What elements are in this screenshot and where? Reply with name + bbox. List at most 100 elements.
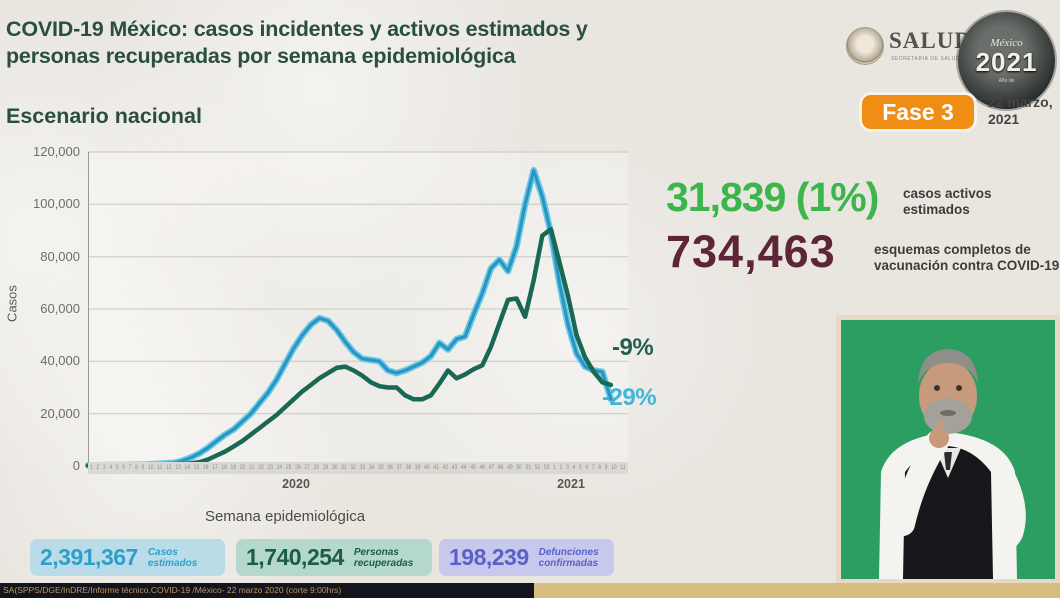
casos-estimados-label: Casos estimados <box>147 546 198 569</box>
week-tick: 42 <box>442 464 449 472</box>
week-tick: 30 <box>331 464 338 472</box>
week-tick: 15 <box>193 464 200 472</box>
x-axis-title: Semana epidemiológica <box>204 508 366 525</box>
week-tick: 52 <box>534 464 541 472</box>
week-tick: 12 <box>166 464 172 472</box>
salud-logo: SALUD <box>889 28 972 53</box>
week-tick: 37 <box>396 464 403 472</box>
week-tick: 6 <box>585 464 589 472</box>
week-tick: 10 <box>147 464 154 472</box>
week-tick: 11 <box>157 464 163 472</box>
x-axis-week-tick-band: 1 2 3 4 5 6 7 8 9 10 11 12 13 14 15 16 17 18 19 20 21 22 23 24 2… <box>88 462 628 474</box>
date-label: 22 marzo, 2021 <box>988 94 1053 127</box>
casos-estimados-value: 2,391,367 <box>40 544 138 570</box>
footer-bar: SA(SPPS/DGE/InDRE/Informe técnico.COVID-… <box>0 583 1060 598</box>
week-tick: 22 <box>258 464 264 472</box>
vaccination-value: 734,463 <box>666 226 836 277</box>
mexico-2021-tiny: Año de <box>998 78 1015 84</box>
week-tick: 29 <box>322 464 329 472</box>
week-tick: 7 <box>591 464 595 472</box>
week-tick: 19 <box>230 464 237 472</box>
week-tick: 5 <box>115 464 119 472</box>
y-tick-label: 20,000 <box>40 406 80 421</box>
vaccination-label: esquemas completos de vacunación contra … <box>874 242 1060 273</box>
sign-language-interpreter-video <box>836 315 1060 584</box>
week-tick: 36 <box>387 464 393 472</box>
week-tick: 17 <box>212 464 218 472</box>
week-tick: 26 <box>295 464 301 472</box>
defunciones-value: 198,239 <box>449 544 529 570</box>
week-tick: 14 <box>184 464 191 472</box>
page-subtitle: Escenario nacional <box>6 104 202 128</box>
week-tick: 9 <box>604 464 608 472</box>
week-tick: 40 <box>424 464 430 472</box>
y-tick-label: 100,000 <box>33 196 80 211</box>
week-tick: 4 <box>109 464 113 472</box>
x-axis-year-label: 2021 <box>557 477 585 491</box>
week-tick: 9 <box>141 464 145 472</box>
week-tick: 43 <box>451 464 458 472</box>
y-axis-title: Casos <box>4 285 20 322</box>
page-title: COVID-19 México: casos incidentes y acti… <box>6 16 588 70</box>
week-tick: 32 <box>350 464 356 472</box>
week-tick: 3 <box>566 464 569 472</box>
week-tick: 21 <box>248 464 255 472</box>
week-tick: 4 <box>572 464 576 472</box>
annotation-recovered-change: -9% <box>612 334 654 361</box>
week-tick: 41 <box>433 464 439 472</box>
week-tick: 48 <box>497 464 504 472</box>
fase-badge: Fase 3 <box>859 92 977 132</box>
week-tick: 51 <box>525 464 532 472</box>
y-tick-label: 60,000 <box>40 301 80 316</box>
week-tick: 47 <box>488 464 495 472</box>
stat-pill-defunciones-confirmadas: 198,239 Defunciones confirmadas <box>439 539 614 576</box>
source-citation: SA(SPPS/DGE/InDRE/Informe técnico.COVID-… <box>0 583 534 598</box>
week-tick: 1 <box>90 464 93 472</box>
week-tick: 53 <box>543 464 550 472</box>
x-axis-year-label: 2020 <box>282 477 310 491</box>
week-tick: 27 <box>304 464 310 472</box>
week-tick: 31 <box>341 464 347 472</box>
y-tick-label: 0 <box>72 458 80 473</box>
sign-language-interpreter <box>879 349 1026 579</box>
week-tick: 11 <box>620 464 626 472</box>
mexico-2021-year: 2021 <box>975 47 1038 77</box>
week-tick: 13 <box>175 464 181 472</box>
page-title-line1: COVID-19 México: casos incidentes y acti… <box>6 17 588 41</box>
active-cases-value: 31,839 (1%) <box>666 174 879 220</box>
week-tick: 5 <box>578 464 582 472</box>
week-tick: 34 <box>368 464 375 472</box>
week-tick: 18 <box>221 464 227 472</box>
defunciones-label: Defunciones confirmadas <box>538 546 599 569</box>
page-title-line2: personas recuperadas por semana epidemio… <box>6 44 516 68</box>
week-tick: 1 <box>553 464 556 472</box>
week-tick: 10 <box>611 464 617 472</box>
week-tick: 3 <box>102 464 106 472</box>
week-tick: 39 <box>414 464 421 472</box>
week-tick: 2 <box>96 464 100 472</box>
week-tick: 28 <box>313 464 320 472</box>
week-tick: 25 <box>285 464 292 472</box>
week-tick: 6 <box>122 464 125 472</box>
y-tick-label: 120,000 <box>33 144 80 159</box>
week-tick: 8 <box>598 464 602 472</box>
week-tick: 33 <box>359 464 366 472</box>
mexico-2021-script: México <box>990 37 1023 49</box>
epidemic-week-line-chart <box>84 151 628 469</box>
week-tick: 44 <box>461 464 467 472</box>
week-tick: 46 <box>479 464 486 472</box>
salud-logo-subtitle: SECRETARÍA DE SALUD <box>891 56 961 62</box>
week-tick: 49 <box>507 464 513 472</box>
week-tick: 16 <box>202 464 209 472</box>
week-tick: 2 <box>559 464 563 472</box>
stat-pill-casos-estimados: 2,391,367 Casos estimados <box>30 539 225 576</box>
y-tick-label: 80,000 <box>40 249 80 264</box>
stat-pill-personas-recuperadas: 1,740,254 Personas recuperadas <box>236 539 432 576</box>
y-tick-label: 40,000 <box>40 353 80 368</box>
week-tick: 24 <box>276 464 283 472</box>
mexico-2021-emblem-icon: México 2021 Año de <box>958 12 1055 109</box>
footer-tan-strip <box>534 583 1060 598</box>
week-tick: 45 <box>470 464 476 472</box>
personas-recuperadas-label: Personas recuperadas <box>353 546 414 569</box>
